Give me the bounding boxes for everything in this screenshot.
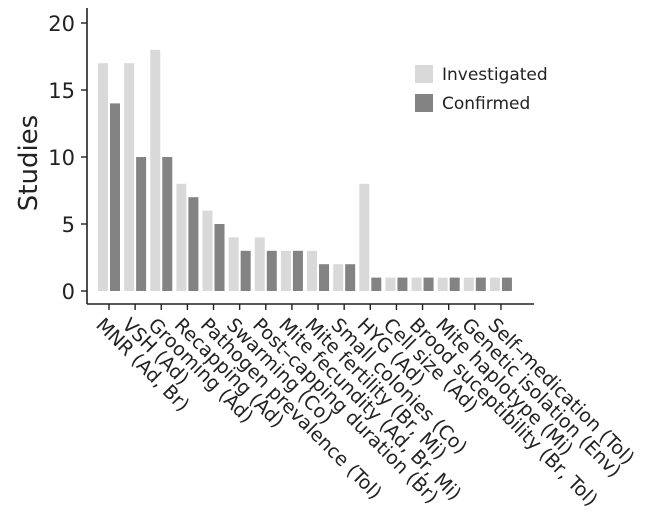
bar-investigated — [228, 237, 239, 291]
bar-investigated — [411, 277, 422, 291]
bar-investigated — [98, 63, 108, 292]
y-tick-label: 20 — [48, 12, 75, 36]
bar-investigated — [307, 250, 318, 291]
legend-swatch — [415, 94, 433, 112]
bar-investigated — [385, 277, 396, 291]
y-axis-title: Studies — [14, 115, 44, 211]
bar-investigated — [176, 183, 187, 291]
y-tick-label: 5 — [62, 213, 75, 237]
y-axis-ticks: 0 5 10 15 20 — [48, 12, 87, 304]
bar-investigated — [333, 264, 344, 291]
bar-confirmed — [345, 264, 356, 291]
bar-investigated — [359, 183, 370, 291]
bar-confirmed — [162, 157, 173, 291]
bar-confirmed — [292, 250, 303, 291]
bar-investigated — [280, 250, 291, 291]
bar-investigated — [254, 237, 265, 291]
legend-label: Confirmed — [442, 94, 530, 114]
bar-confirmed — [501, 277, 512, 291]
bar-confirmed — [110, 103, 120, 292]
y-tick-label: 15 — [48, 79, 75, 103]
bar-confirmed — [240, 250, 251, 291]
y-tick-label: 0 — [62, 280, 75, 304]
bar-confirmed — [136, 157, 147, 291]
bar-confirmed — [214, 224, 225, 291]
y-tick-label: 10 — [48, 146, 75, 170]
bar-investigated — [124, 63, 135, 292]
x-axis-labels: MNR (Ad, Br)VSH (Ad)Grooming (Ad)Recappi… — [91, 304, 639, 511]
bar-confirmed — [371, 277, 382, 291]
bar-confirmed — [397, 277, 408, 291]
bar-investigated — [202, 210, 213, 291]
bar-confirmed — [266, 250, 277, 291]
bar-investigated — [463, 277, 474, 291]
legend-label: Investigated — [442, 65, 548, 85]
bar-confirmed — [449, 277, 460, 291]
bar-investigated — [489, 277, 500, 291]
bar-investigated — [437, 277, 448, 291]
bar-confirmed — [188, 197, 199, 291]
bar-investigated — [150, 49, 161, 291]
bar-confirmed — [423, 277, 434, 291]
bar-confirmed — [319, 264, 330, 291]
legend-swatch — [415, 65, 433, 83]
bars — [98, 49, 512, 292]
legend: Investigated Confirmed — [415, 65, 548, 114]
bar-confirmed — [475, 277, 486, 291]
